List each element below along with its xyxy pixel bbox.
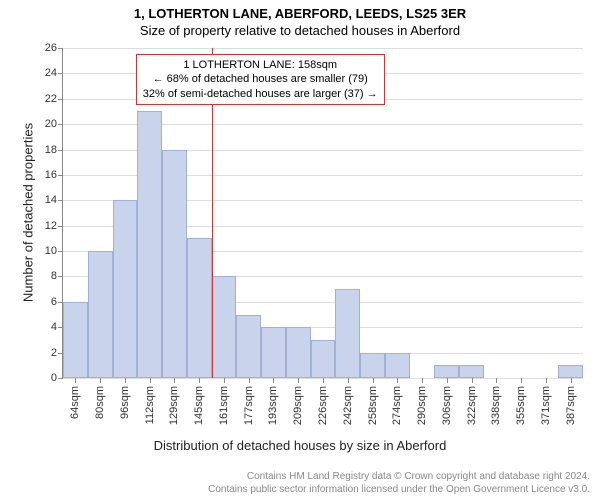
bar: [88, 251, 113, 378]
bar: [236, 315, 261, 378]
gridline: [63, 48, 583, 49]
ytick-label: 8: [51, 270, 57, 282]
bar: [113, 200, 138, 378]
ytick-mark: [58, 48, 63, 49]
callout-line-3: 32% of semi-detached houses are larger (…: [143, 87, 378, 101]
ytick-mark: [58, 226, 63, 227]
ytick-label: 2: [51, 347, 57, 359]
xtick-label: 290sqm: [416, 386, 428, 425]
bar: [459, 365, 484, 378]
xtick-mark: [323, 378, 324, 383]
xtick-mark: [496, 378, 497, 383]
bar: [162, 150, 187, 378]
plot-area: 0246810121416182022242664sqm80sqm96sqm11…: [62, 48, 583, 379]
xtick-mark: [125, 378, 126, 383]
ytick-label: 26: [45, 42, 57, 54]
footer-line-1: Contains HM Land Registry data © Crown c…: [208, 470, 590, 483]
ytick-label: 0: [51, 372, 57, 384]
xtick-mark: [100, 378, 101, 383]
ytick-label: 14: [45, 194, 57, 206]
xtick-label: 64sqm: [69, 386, 81, 419]
xtick-label: 80sqm: [94, 386, 106, 419]
ytick-mark: [58, 251, 63, 252]
chart-container: 1, LOTHERTON LANE, ABERFORD, LEEDS, LS25…: [0, 0, 600, 500]
xtick-label: 145sqm: [193, 386, 205, 425]
title-subtitle: Size of property relative to detached ho…: [0, 23, 600, 40]
x-axis-label: Distribution of detached houses by size …: [0, 438, 600, 453]
ytick-mark: [58, 276, 63, 277]
footer-line-2: Contains public sector information licen…: [208, 483, 590, 496]
xtick-mark: [75, 378, 76, 383]
bar: [261, 327, 286, 378]
callout-line-2: ← 68% of detached houses are smaller (79…: [143, 72, 378, 86]
ytick-label: 16: [45, 169, 57, 181]
xtick-mark: [472, 378, 473, 383]
ytick-label: 24: [45, 67, 57, 79]
bar: [385, 353, 410, 378]
ytick-mark: [58, 175, 63, 176]
ytick-label: 12: [45, 220, 57, 232]
xtick-label: 129sqm: [168, 386, 180, 425]
ytick-mark: [58, 124, 63, 125]
xtick-mark: [373, 378, 374, 383]
xtick-mark: [298, 378, 299, 383]
xtick-label: 306sqm: [441, 386, 453, 425]
ytick-mark: [58, 200, 63, 201]
xtick-mark: [174, 378, 175, 383]
bar: [558, 365, 583, 378]
xtick-label: 242sqm: [342, 386, 354, 425]
bar: [311, 340, 336, 378]
ytick-mark: [58, 99, 63, 100]
xtick-label: 258sqm: [367, 386, 379, 425]
title-address: 1, LOTHERTON LANE, ABERFORD, LEEDS, LS25…: [0, 6, 600, 23]
xtick-mark: [224, 378, 225, 383]
ytick-label: 22: [45, 93, 57, 105]
ytick-label: 4: [51, 321, 57, 333]
callout-line-1: 1 LOTHERTON LANE: 158sqm: [143, 58, 378, 72]
titles: 1, LOTHERTON LANE, ABERFORD, LEEDS, LS25…: [0, 0, 600, 40]
xtick-mark: [447, 378, 448, 383]
xtick-mark: [150, 378, 151, 383]
bar: [212, 276, 237, 378]
xtick-mark: [397, 378, 398, 383]
xtick-label: 209sqm: [292, 386, 304, 425]
ytick-mark: [58, 378, 63, 379]
xtick-mark: [521, 378, 522, 383]
xtick-label: 338sqm: [490, 386, 502, 425]
xtick-label: 355sqm: [515, 386, 527, 425]
bar: [434, 365, 459, 378]
bar: [335, 289, 360, 378]
ytick-label: 6: [51, 296, 57, 308]
xtick-mark: [348, 378, 349, 383]
ytick-label: 20: [45, 118, 57, 130]
bar: [286, 327, 311, 378]
xtick-mark: [422, 378, 423, 383]
xtick-mark: [273, 378, 274, 383]
bar: [187, 238, 212, 378]
xtick-mark: [571, 378, 572, 383]
bar: [63, 302, 88, 378]
ytick-mark: [58, 150, 63, 151]
xtick-label: 177sqm: [243, 386, 255, 425]
xtick-label: 371sqm: [540, 386, 552, 425]
xtick-label: 112sqm: [144, 386, 156, 424]
marker-callout: 1 LOTHERTON LANE: 158sqm← 68% of detache…: [136, 54, 385, 105]
y-axis-label: Number of detached properties: [21, 113, 36, 313]
xtick-label: 387sqm: [565, 386, 577, 425]
xtick-label: 226sqm: [317, 386, 329, 425]
ytick-mark: [58, 73, 63, 74]
ytick-label: 10: [45, 245, 57, 257]
bar: [360, 353, 385, 378]
xtick-label: 96sqm: [119, 386, 131, 419]
bar: [137, 111, 162, 378]
xtick-mark: [546, 378, 547, 383]
xtick-mark: [249, 378, 250, 383]
xtick-label: 161sqm: [218, 386, 230, 425]
footer-attribution: Contains HM Land Registry data © Crown c…: [208, 470, 590, 496]
xtick-label: 274sqm: [391, 386, 403, 425]
xtick-mark: [199, 378, 200, 383]
xtick-label: 322sqm: [466, 386, 478, 425]
ytick-label: 18: [45, 144, 57, 156]
xtick-label: 193sqm: [267, 386, 279, 425]
